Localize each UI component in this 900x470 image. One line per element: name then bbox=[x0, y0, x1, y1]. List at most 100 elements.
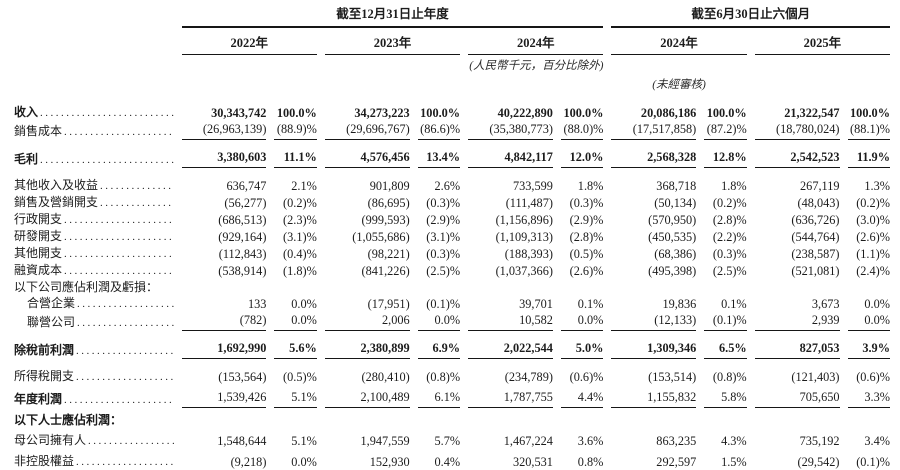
dot-leader bbox=[76, 454, 174, 470]
table-row: 聯營公司 (782) 0.0% 2,006 0.0% 10,582 0.0% (12,133)… bbox=[14, 312, 890, 331]
cell-amount: (26,963,139) bbox=[181, 121, 267, 140]
cell-amount: (18,780,024) bbox=[754, 121, 840, 140]
dot-leader bbox=[100, 178, 174, 194]
cell-amount: (153,514) bbox=[648, 370, 697, 384]
cell-percent: 100.0% bbox=[706, 106, 747, 120]
cell-percent: (0.1)% bbox=[426, 297, 461, 311]
cell-percent: (0.4)% bbox=[283, 247, 317, 261]
cell-amount bbox=[182, 408, 267, 428]
dot-leader bbox=[88, 433, 174, 449]
cell-percent: 0.0% bbox=[274, 312, 317, 331]
dot-leader bbox=[64, 212, 174, 228]
table-row: 研發開支 (929,164) (3.1)% (1,055,686) (3.1)% (1,1… bbox=[14, 228, 890, 245]
cell-amount: (782) bbox=[181, 312, 267, 331]
cell-amount: 1,548,644 bbox=[217, 434, 267, 448]
year-header-row: 2022年 2023年 2024年 2024年 2025年 bbox=[14, 28, 890, 55]
cell-percent: 5.1% bbox=[291, 434, 317, 448]
cell-amount bbox=[468, 408, 553, 428]
cell-percent: (87.2)% bbox=[704, 121, 747, 140]
cell-amount: 20,086,186 bbox=[640, 106, 697, 120]
cell-percent: (0.6)% bbox=[569, 370, 604, 384]
cell-amount: 39,701 bbox=[519, 297, 553, 311]
header-spacer bbox=[14, 74, 603, 97]
table-row: 銷售及營銷開支 (56,277) (0.2)% (86,695) (0.3)% (111,… bbox=[14, 194, 890, 211]
table-row: 其他開支 (112,843) (0.4)% (98,221) (0.3)% (188,39… bbox=[14, 245, 890, 262]
cell-percent: (88.0)% bbox=[560, 121, 604, 140]
cell-amount: 10,582 bbox=[468, 312, 553, 331]
cell-percent: (0.3)% bbox=[426, 196, 461, 210]
cell-amount: 1,692,990 bbox=[181, 331, 267, 359]
cell-percent: 5.6% bbox=[274, 331, 317, 359]
cell-amount: (999,593) bbox=[361, 213, 410, 227]
cell-percent: (0.8)% bbox=[712, 370, 747, 384]
cell-percent: (0.3)% bbox=[712, 247, 747, 261]
row-label: 合營企業 bbox=[14, 295, 174, 312]
cell-percent: 100.0% bbox=[276, 106, 317, 120]
period-group-row: 截至12月31日止年度 截至6月30日止六個月 bbox=[14, 4, 890, 28]
cell-amount: (841,226) bbox=[361, 264, 410, 278]
cell-amount: (1,109,313) bbox=[495, 230, 553, 244]
cell-amount: 320,531 bbox=[512, 455, 553, 469]
cell-amount: (29,696,767) bbox=[324, 121, 410, 140]
cell-amount: (495,398) bbox=[648, 264, 697, 278]
cell-percent: 4.4% bbox=[560, 385, 604, 408]
cell-percent bbox=[704, 279, 746, 295]
table-row: 銷售成本 (26,963,139) (88.9)% (29,696,767) (86.6… bbox=[14, 121, 890, 140]
cell-percent: 5.0% bbox=[560, 331, 604, 359]
cell-amount: 735,192 bbox=[799, 434, 840, 448]
cell-percent: 0.1% bbox=[721, 297, 747, 311]
cell-amount: (521,081) bbox=[791, 264, 840, 278]
cell-percent: 100.0% bbox=[563, 106, 604, 120]
dot-leader bbox=[64, 263, 174, 279]
cell-amount: (111,487) bbox=[505, 196, 553, 210]
cell-percent: 5.1% bbox=[274, 385, 317, 408]
cell-amount: 2,542,523 bbox=[754, 140, 840, 168]
row-label: 行政開支 bbox=[14, 211, 174, 228]
cell-percent: (2.9)% bbox=[569, 213, 604, 227]
cell-amount: (686,513) bbox=[218, 213, 267, 227]
table-row: 非控股權益 (9,218) 0.0% 152,930 0.4% 320,531 0.8% 29… bbox=[14, 449, 890, 470]
cell-percent: (0.2)% bbox=[712, 196, 747, 210]
cell-percent: 0.0% bbox=[417, 312, 461, 331]
cell-amount: 3,380,603 bbox=[181, 140, 267, 168]
year-header-2023: 2023年 bbox=[324, 28, 461, 55]
cell-percent: (0.6)% bbox=[856, 370, 890, 384]
cell-amount: 901,809 bbox=[369, 179, 410, 193]
cell-percent: (2.8)% bbox=[569, 230, 604, 244]
cell-percent: (1.8)% bbox=[283, 264, 317, 278]
header-spacer bbox=[14, 4, 174, 28]
dot-leader bbox=[40, 105, 174, 121]
year-header-2024: 2024年 bbox=[468, 28, 604, 55]
cell-amount: 30,343,742 bbox=[211, 106, 267, 120]
cell-amount: 1,155,832 bbox=[611, 385, 697, 408]
table-row: 所得稅開支 (153,564) (0.5)% (280,410) (0.8)% (234,… bbox=[14, 359, 890, 385]
cell-amount: 4,842,117 bbox=[468, 140, 553, 168]
row-label: 其他開支 bbox=[14, 245, 174, 262]
cell-amount: (112,843) bbox=[218, 247, 267, 261]
cell-percent: (2.3)% bbox=[283, 213, 317, 227]
cell-percent: 3.4% bbox=[864, 434, 890, 448]
cell-percent: (86.6)% bbox=[417, 121, 461, 140]
cell-amount bbox=[325, 408, 410, 428]
cell-percent: 5.8% bbox=[704, 385, 747, 408]
cell-percent: (3.0)% bbox=[856, 213, 890, 227]
cell-amount: 19,836 bbox=[662, 297, 697, 311]
year-header-2024-interim: 2024年 bbox=[611, 28, 747, 55]
table-row: 以下人士應佔利潤： bbox=[14, 408, 890, 428]
table-row: 母公司擁有人 1,548,644 5.1% 1,947,559 5.7% 1,467,22… bbox=[14, 428, 890, 449]
cell-amount: (121,403) bbox=[791, 370, 840, 384]
year-header-2025-interim: 2025年 bbox=[754, 28, 890, 55]
row-label: 收入 bbox=[14, 97, 174, 121]
cell-amount: (35,380,773) bbox=[468, 121, 553, 140]
cell-amount: 863,235 bbox=[656, 434, 697, 448]
period-group-interim: 截至6月30日止六個月 bbox=[611, 4, 890, 28]
row-label: 其他收入及收益 bbox=[14, 168, 174, 194]
cell-percent: (0.5)% bbox=[569, 247, 604, 261]
cell-amount: (17,951) bbox=[367, 297, 410, 311]
cell-percent: (0.1)% bbox=[856, 455, 890, 469]
cell-amount: 152,930 bbox=[369, 455, 410, 469]
table-row: 年度利潤 1,539,426 5.1% 2,100,489 6.1% 1,787,755 4… bbox=[14, 385, 890, 408]
table-row: 融資成本 (538,914) (1.8)% (841,226) (2.5)% (1,037… bbox=[14, 262, 890, 279]
cell-amount bbox=[611, 279, 696, 295]
cell-amount: (1,037,366) bbox=[495, 264, 553, 278]
